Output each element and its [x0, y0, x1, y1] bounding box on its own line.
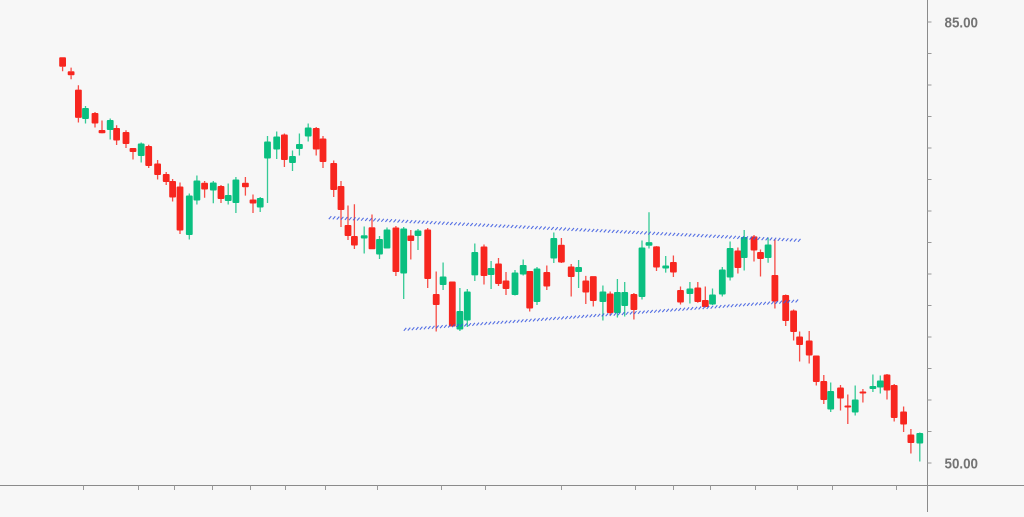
svg-text:50.00: 50.00	[945, 455, 979, 472]
svg-text:85.00: 85.00	[945, 14, 979, 31]
